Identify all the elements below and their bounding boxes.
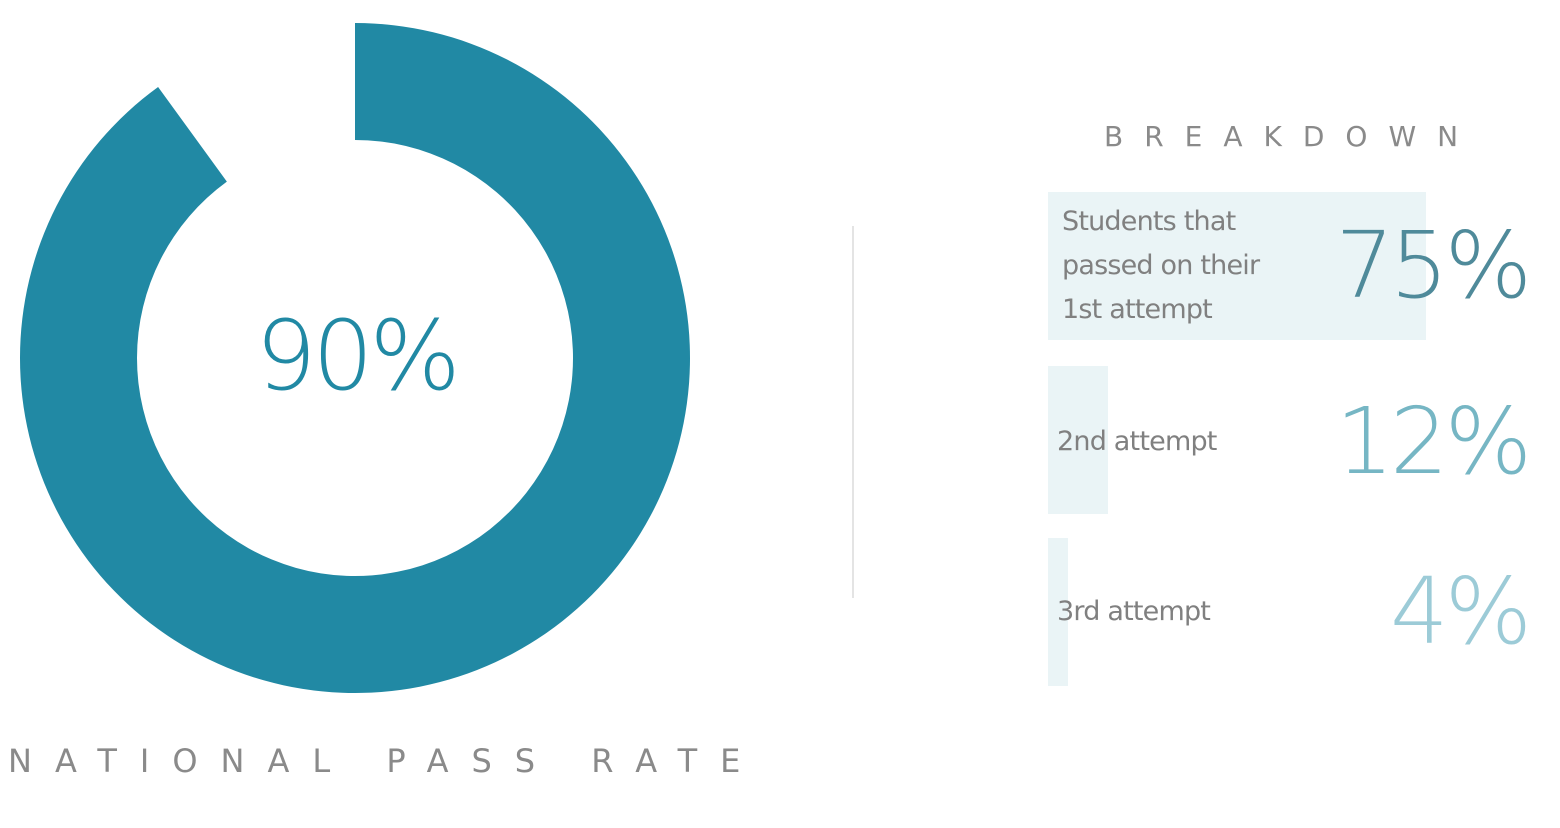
breakdown-bar-third-attempt (1048, 538, 1069, 686)
breakdown-row-first-attempt: Students that passed on their 1st attemp… (1048, 192, 1532, 340)
breakdown-bar-first-attempt (1048, 192, 1426, 340)
pass-rate-donut-chart (19, 23, 691, 693)
donut-arc-passed (19, 23, 691, 693)
donut-title: NATIONAL PASS RATE (8, 742, 764, 780)
breakdown-label-second-attempt: 2nd attempt (1057, 426, 1217, 457)
donut-value-label: 90% (255, 300, 460, 412)
breakdown-value-third-attempt: 4% (1390, 558, 1532, 665)
breakdown-row-third-attempt: 3rd attempt 4% (1048, 538, 1532, 686)
breakdown-label-first-attempt: Students that passed on their 1st attemp… (1062, 206, 1260, 325)
breakdown-value-first-attempt: 75% (1335, 212, 1532, 319)
breakdown-label-third-attempt: 3rd attempt (1057, 596, 1211, 627)
breakdown-value-second-attempt: 12% (1335, 388, 1532, 495)
breakdown-row-second-attempt: 2nd attempt 12% (1048, 366, 1532, 514)
section-divider (852, 226, 854, 598)
breakdown-title: BREAKDOWN (1104, 120, 1480, 153)
breakdown-bar-second-attempt (1048, 366, 1109, 514)
